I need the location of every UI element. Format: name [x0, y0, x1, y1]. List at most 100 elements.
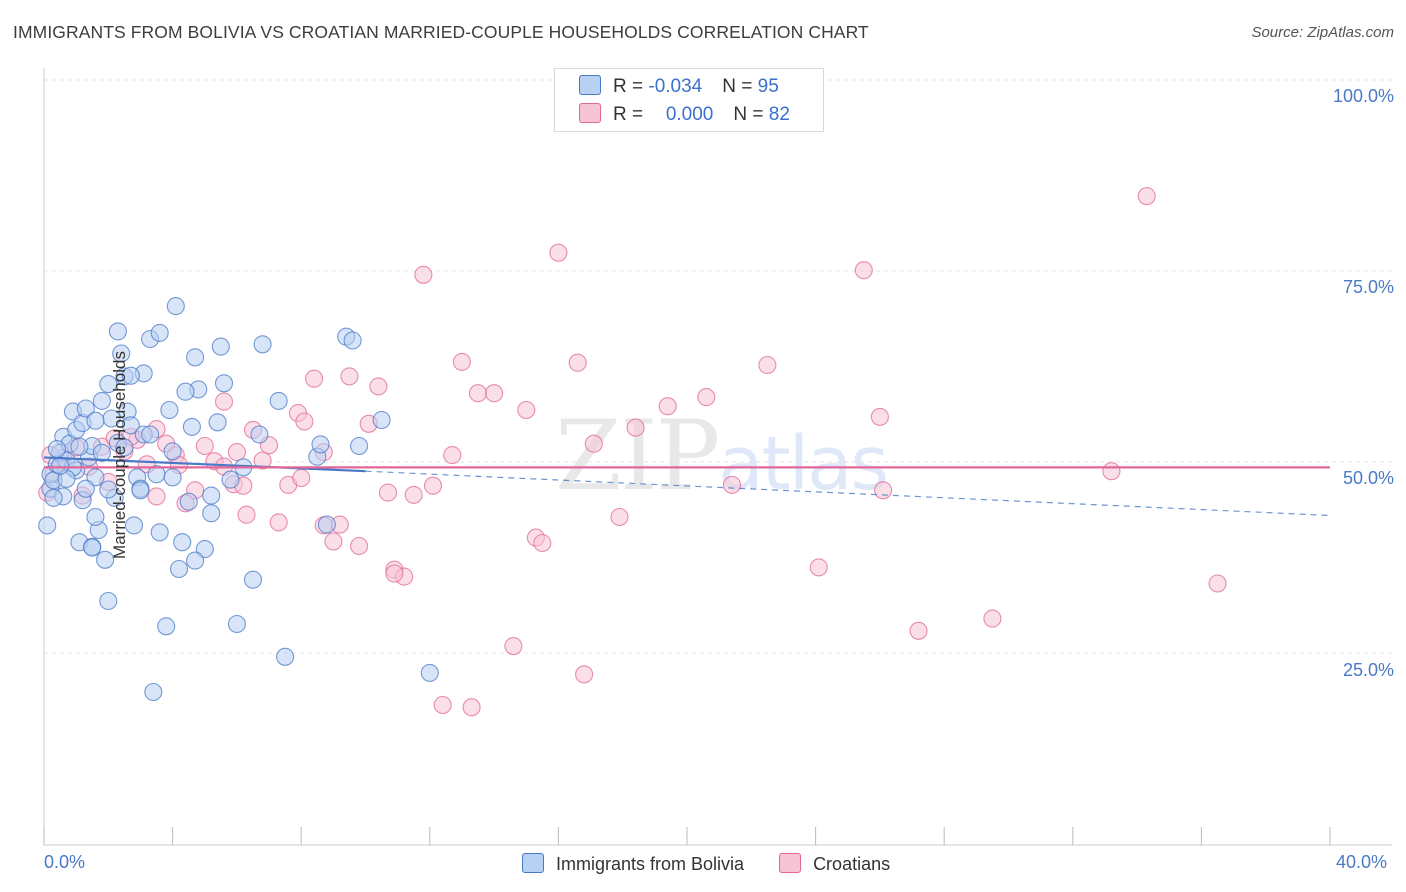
croatians-point: [340, 367, 359, 386]
croatians-point: [452, 352, 471, 371]
bolivia-point: [269, 391, 288, 410]
bolivia-point: [211, 337, 230, 356]
bolivia-point: [163, 468, 182, 487]
bolivia-point: [92, 391, 111, 410]
croatians-point: [462, 698, 481, 717]
y-axis-label: Married-couple Households: [109, 351, 129, 559]
legend-r-label: R =: [613, 76, 649, 97]
croatians-point: [269, 513, 288, 532]
bolivia-point: [38, 516, 57, 535]
y-tick-75: 75.0%: [1342, 277, 1394, 297]
croatians-point: [549, 243, 568, 262]
croatians-point: [305, 369, 324, 388]
bolivia-point: [160, 400, 179, 420]
croatians-point: [568, 353, 587, 372]
bolivia-point: [343, 331, 362, 350]
y-tick-50: 50.0%: [1342, 468, 1394, 488]
croatians-point: [227, 443, 246, 462]
legend-r-value: -0.034: [648, 76, 703, 97]
legend-r-value: 0.000: [665, 104, 714, 125]
bolivia-point: [250, 425, 269, 444]
bolivia-point: [179, 492, 198, 511]
croatians-point: [253, 451, 272, 470]
bolivia-point: [99, 591, 118, 611]
croatians-point: [575, 665, 594, 684]
croatians-point: [295, 412, 314, 431]
legend-r-label: R =: [613, 104, 649, 125]
bolivia-point: [311, 435, 330, 454]
croatians-point: [1208, 574, 1227, 593]
croatians-point: [758, 355, 777, 375]
bolivia-point: [47, 439, 66, 459]
croatians-point: [404, 485, 423, 504]
bolivia-point: [86, 411, 105, 430]
trend-lines: [43, 456, 1331, 517]
bolivia-point: [173, 533, 192, 552]
croatians-point: [854, 261, 873, 280]
bolivia-point: [121, 366, 140, 385]
legend-item-croatians: Croatians: [779, 853, 890, 875]
bolivia-point: [176, 382, 195, 401]
croatians-point: [533, 533, 552, 553]
bolivia-point: [372, 410, 391, 430]
legend-n-value: 95: [757, 76, 779, 97]
croatians-point: [870, 407, 889, 426]
croatians-point: [292, 468, 311, 488]
bolivia-point: [83, 538, 102, 557]
bolivia-point: [420, 663, 439, 682]
bolivia-point: [243, 570, 263, 589]
legend-row-croatians: R = 0.000 N = 82: [579, 103, 790, 127]
y-tick-100: 100.0%: [1332, 86, 1394, 106]
bolivia-point: [169, 559, 189, 579]
bolivia-point: [70, 437, 89, 456]
bolivia-point: [115, 438, 134, 457]
bolivia-point: [51, 456, 70, 475]
x-tick-min: 0.0%: [44, 852, 86, 872]
y-tick-25: 25.0%: [1342, 660, 1394, 680]
bolivia-point: [276, 647, 295, 666]
croatians-point: [423, 476, 443, 495]
bolivia-point: [157, 617, 176, 636]
bolivia-point: [108, 322, 127, 341]
bolivia-point: [202, 486, 221, 505]
legend-row-bolivia: R = -0.034 N = 95: [579, 75, 779, 99]
croatians-point: [443, 446, 462, 465]
grid-lines: [44, 79, 1392, 654]
bolivia-point: [124, 516, 144, 535]
croatians-point: [369, 377, 388, 396]
bolivia-point: [182, 417, 201, 436]
bolivia-point: [221, 470, 240, 489]
chart-title: IMMIGRANTS FROM BOLIVIA VS CROATIAN MARR…: [13, 22, 869, 42]
croatians-point: [874, 481, 893, 500]
croatians-point: [324, 532, 343, 551]
croatians-point: [378, 483, 398, 502]
bolivia-point: [144, 682, 163, 702]
bolivia-point: [121, 416, 140, 435]
croatians-point: [1102, 462, 1121, 481]
bolivia-point: [195, 540, 214, 559]
croatians-point: [983, 609, 1002, 628]
bolivia-point: [92, 443, 111, 462]
zipatlas-watermark: ZIPatlas: [555, 400, 889, 512]
bolivia-point: [166, 297, 185, 316]
croatians-point: [658, 397, 677, 416]
croatians-point: [584, 434, 603, 453]
bolivia-point: [186, 348, 205, 367]
axes: [43, 68, 1392, 846]
croatians-points: [38, 187, 1227, 717]
bolivia-point: [202, 504, 221, 523]
legend-n-label: N =: [733, 104, 769, 125]
croatians-point: [468, 384, 488, 403]
croatians-point: [147, 487, 166, 506]
bolivia-point: [99, 480, 118, 499]
bolivia-point: [112, 344, 131, 363]
bolivia-point: [99, 375, 118, 394]
legend-item-bolivia: Immigrants from Bolivia: [522, 853, 744, 875]
croatians-point: [414, 265, 433, 284]
croatians-point: [722, 475, 742, 494]
correlation-legend: R = -0.034 N = 95 R = 0.000 N = 82: [554, 68, 824, 132]
bolivia-point: [86, 507, 105, 527]
watermark-atlas: atlas: [718, 421, 889, 507]
croatians-point: [626, 418, 645, 437]
